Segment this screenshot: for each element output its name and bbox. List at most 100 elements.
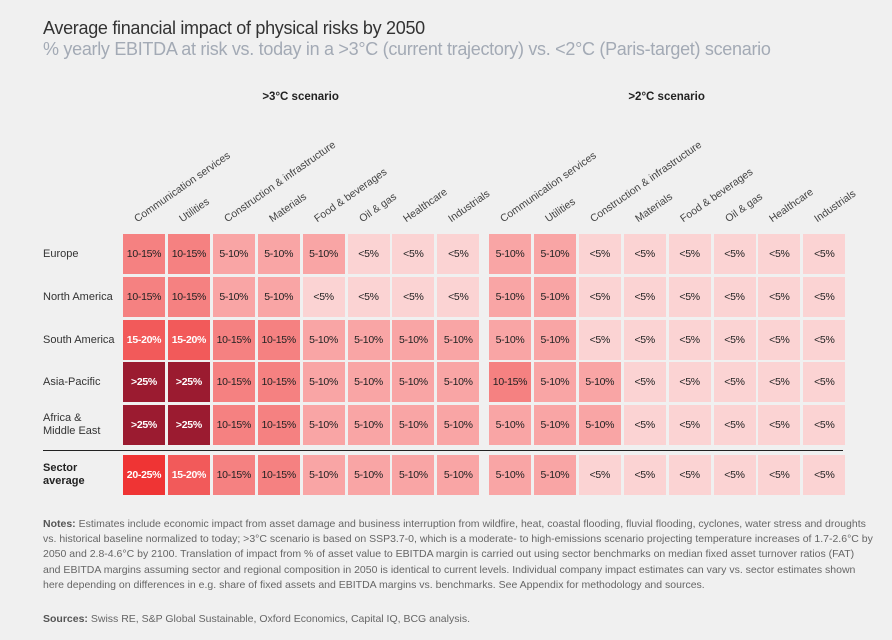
heatmap-cell: 5-10%	[392, 405, 435, 445]
heatmap-cell: >25%	[123, 362, 165, 402]
heatmap-cell: <5%	[623, 320, 666, 360]
heatmap-cell: <5%	[578, 320, 621, 360]
heatmap-cell: <5%	[668, 320, 711, 360]
sector-average-cell: <5%	[668, 455, 711, 495]
sector-average-cell: 5-10%	[392, 455, 435, 495]
heatmap-cell: 5-10%	[392, 320, 435, 360]
heatmap-cell: <5%	[668, 405, 711, 445]
sector-average-cell: <5%	[623, 455, 666, 495]
notes: Notes: Estimates include economic impact…	[43, 517, 873, 593]
heatmap-cell: <5%	[623, 405, 666, 445]
sector-average-cell: 5-10%	[302, 455, 345, 495]
sector-average-cell: <5%	[713, 455, 756, 495]
heatmap-cell: 10-15%	[123, 277, 165, 317]
heatmap-cell: >25%	[167, 405, 210, 445]
column-label-food-beverages: Food & beverages	[677, 165, 755, 225]
heatmap-cell: 5-10%	[533, 320, 576, 360]
heatmap-cell: 5-10%	[212, 234, 255, 274]
heatmap-cell: 5-10%	[489, 405, 531, 445]
heatmap-cell: <5%	[668, 277, 711, 317]
heatmap-cell: 10-15%	[489, 362, 531, 402]
heatmap-cell: 5-10%	[302, 234, 345, 274]
heatmap-cell: <5%	[392, 234, 435, 274]
row-label-europe: Europe	[43, 247, 79, 260]
heatmap-cell: 5-10%	[489, 277, 531, 317]
column-label-utilities: Utilities	[543, 195, 578, 225]
heatmap-cell: 5-10%	[437, 405, 480, 445]
heatmap-cell: 15-20%	[167, 320, 210, 360]
heatmap-cell: <5%	[803, 277, 846, 317]
heatmap-cell: 5-10%	[578, 405, 621, 445]
chart-subtitle: % yearly EBITDA at risk vs. today in a >…	[43, 39, 771, 59]
heatmap-cell: 10-15%	[257, 320, 300, 360]
chart-title: Average financial impact of physical ris…	[43, 18, 425, 38]
column-label-food-beverages: Food & beverages	[311, 165, 389, 225]
heatmap-cell: <5%	[623, 277, 666, 317]
heatmap-cell: <5%	[803, 320, 846, 360]
column-label-materials: Materials	[632, 190, 675, 225]
heatmap-cell: <5%	[803, 405, 846, 445]
heatmap-cell: <5%	[758, 362, 801, 402]
sector-average-cell: 10-15%	[212, 455, 255, 495]
heatmap-cell: 5-10%	[489, 320, 531, 360]
notes-label: Notes:	[43, 518, 76, 530]
heatmap-cell: 5-10%	[347, 320, 390, 360]
heatmap-cell: 5-10%	[533, 362, 576, 402]
heatmap-cell: 5-10%	[578, 362, 621, 402]
heatmap-cell: <5%	[392, 277, 435, 317]
heatmap-cell: 5-10%	[392, 362, 435, 402]
heatmap-cell: 10-15%	[212, 405, 255, 445]
heatmap-cell: 5-10%	[437, 320, 480, 360]
heatmap-cell: <5%	[758, 405, 801, 445]
heatmap-cell: 10-15%	[257, 405, 300, 445]
heatmap-cell: 5-10%	[533, 234, 576, 274]
heatmap-cell: <5%	[758, 234, 801, 274]
row-label-north-america: North America	[43, 290, 113, 303]
heatmap-cell: <5%	[713, 277, 756, 317]
heatmap-cell: 5-10%	[212, 277, 255, 317]
column-label-materials: Materials	[266, 190, 309, 225]
heatmap-cell: 10-15%	[212, 320, 255, 360]
heatmap-cell: >25%	[167, 362, 210, 402]
heatmap-cell: <5%	[668, 234, 711, 274]
heatmap-cell: <5%	[347, 277, 390, 317]
heatmap-cell: <5%	[713, 320, 756, 360]
column-label-oil-gas: Oil & gas	[356, 190, 399, 225]
scenario-title-1: >3°C scenario	[262, 91, 339, 103]
heatmap-cell: <5%	[302, 277, 345, 317]
heatmap-cell: <5%	[803, 234, 846, 274]
column-label-industrials: Industrials	[812, 187, 859, 225]
sector-average-cell: <5%	[758, 455, 801, 495]
heatmap-cell: <5%	[578, 234, 621, 274]
heatmap-cell: 5-10%	[302, 320, 345, 360]
sector-average-cell: <5%	[803, 455, 846, 495]
sector-average-cell: 5-10%	[489, 455, 531, 495]
heatmap-cell: 5-10%	[533, 277, 576, 317]
row-label-south-america: South America	[43, 333, 115, 346]
sector-average-cell: 15-20%	[167, 455, 210, 495]
heatmap-cell: 15-20%	[123, 320, 165, 360]
heatmap-cell: 10-15%	[212, 362, 255, 402]
heatmap-cell: <5%	[578, 277, 621, 317]
heatmap-cell: 5-10%	[347, 405, 390, 445]
heatmap-cell: 10-15%	[167, 234, 210, 274]
notes-text: Estimates include economic impact from a…	[43, 518, 873, 591]
heatmap-cell: 10-15%	[123, 234, 165, 274]
heatmap-cell: <5%	[623, 234, 666, 274]
heatmap-cell: 5-10%	[533, 405, 576, 445]
column-label-healthcare: Healthcare	[767, 186, 816, 225]
heatmap-cell: 10-15%	[257, 362, 300, 402]
heatmap-cell: 5-10%	[302, 362, 345, 402]
row-label-asia-pacific: Asia-Pacific	[43, 375, 101, 388]
heatmap-cell: <5%	[668, 362, 711, 402]
sector-average-cell: 20-25%	[123, 455, 165, 495]
heatmap-cell: <5%	[347, 234, 390, 274]
heatmap-cell: >25%	[123, 405, 165, 445]
heatmap-cell: <5%	[437, 277, 480, 317]
heatmap-cell: <5%	[758, 320, 801, 360]
sector-average-cell: <5%	[578, 455, 621, 495]
heatmap-cell: 5-10%	[437, 362, 480, 402]
heatmap-cell: <5%	[713, 234, 756, 274]
sector-average-cell: 5-10%	[347, 455, 390, 495]
heatmap-cell: 5-10%	[257, 277, 300, 317]
